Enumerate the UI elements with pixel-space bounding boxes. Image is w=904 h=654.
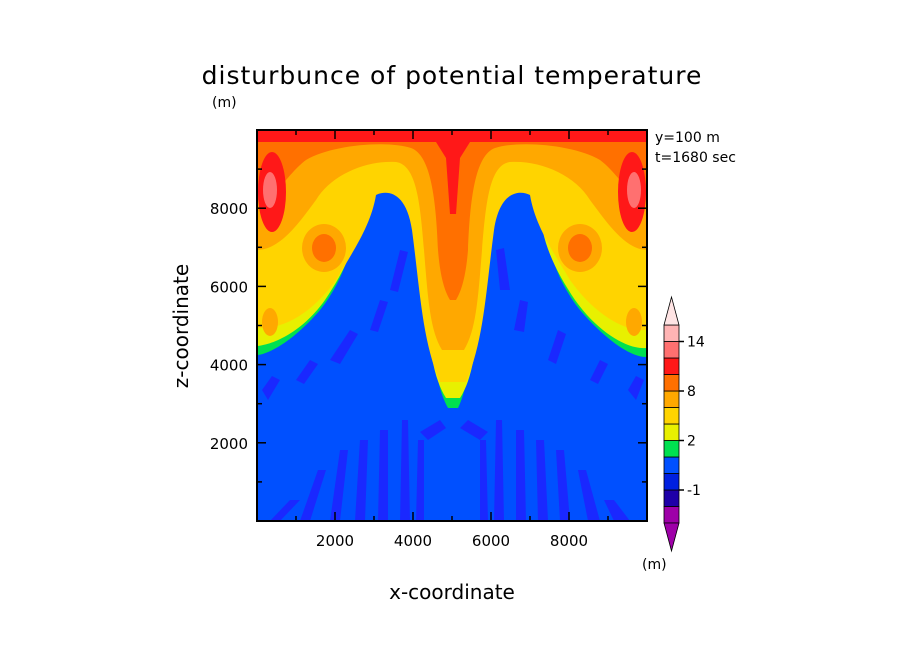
colorbar-swatch [663, 473, 680, 491]
warm-blob-right-core [568, 234, 592, 262]
colorbar-unit-label: (m) [642, 557, 667, 573]
colorbar-tick-label: 2 [687, 434, 696, 450]
warm-blob-left-low [262, 308, 278, 336]
warm-blob-left-core [312, 234, 336, 262]
x-axis-ticks: 2000 4000 6000 8000 [295, 130, 609, 550]
title-unit-label: (m) [212, 95, 237, 111]
y-tick-label: 2000 [210, 435, 248, 453]
annotation-time: t=1680 sec [655, 150, 736, 166]
y-axis-label: z-coordinate [169, 264, 193, 388]
x-tick-label: 2000 [316, 532, 354, 550]
colorbar-swatch [663, 324, 680, 342]
colorbar-swatch [663, 506, 680, 524]
contour-level-dark-orange [257, 130, 647, 300]
chart-title: disturbunce of potential temperature [202, 61, 703, 90]
colorbar-swatch [663, 440, 680, 458]
x-tick-label: 6000 [472, 532, 510, 550]
y-tick-label: 6000 [210, 278, 248, 296]
colorbar-swatch [663, 390, 680, 408]
colorbar-swatch [663, 423, 680, 441]
colorbar-swatch [663, 341, 680, 359]
y-axis-ticks: 2000 4000 6000 8000 [210, 168, 647, 483]
colorbar-swatch [663, 407, 680, 425]
colorbar-swatch [663, 357, 680, 375]
contour-field [257, 130, 647, 521]
colorbar-tick-label: 8 [687, 384, 696, 400]
x-axis-label: x-coordinate [389, 580, 515, 604]
colorbar-under-arrow [663, 522, 680, 553]
colorbar-swatch [663, 456, 680, 474]
y-tick-label: 4000 [210, 357, 248, 375]
colorbar-swatch [663, 374, 680, 392]
x-tick-label: 8000 [550, 532, 588, 550]
warm-blob-right-low [626, 308, 642, 336]
colorbar: 14 8 2 -1 [663, 295, 705, 553]
annotation-y: y=100 m [655, 130, 720, 146]
contour-level-red [257, 130, 647, 214]
colorbar-swatch [663, 489, 680, 507]
colorbar-tick-label: 14 [687, 335, 705, 351]
colorbar-over-arrow [663, 295, 680, 326]
pink-core-left [263, 172, 277, 208]
x-tick-label: 4000 [394, 532, 432, 550]
y-tick-label: 8000 [210, 200, 248, 218]
dark-blue-streaks [262, 248, 644, 521]
colorbar-tick-label: -1 [687, 483, 701, 499]
pink-core-right [627, 172, 641, 208]
